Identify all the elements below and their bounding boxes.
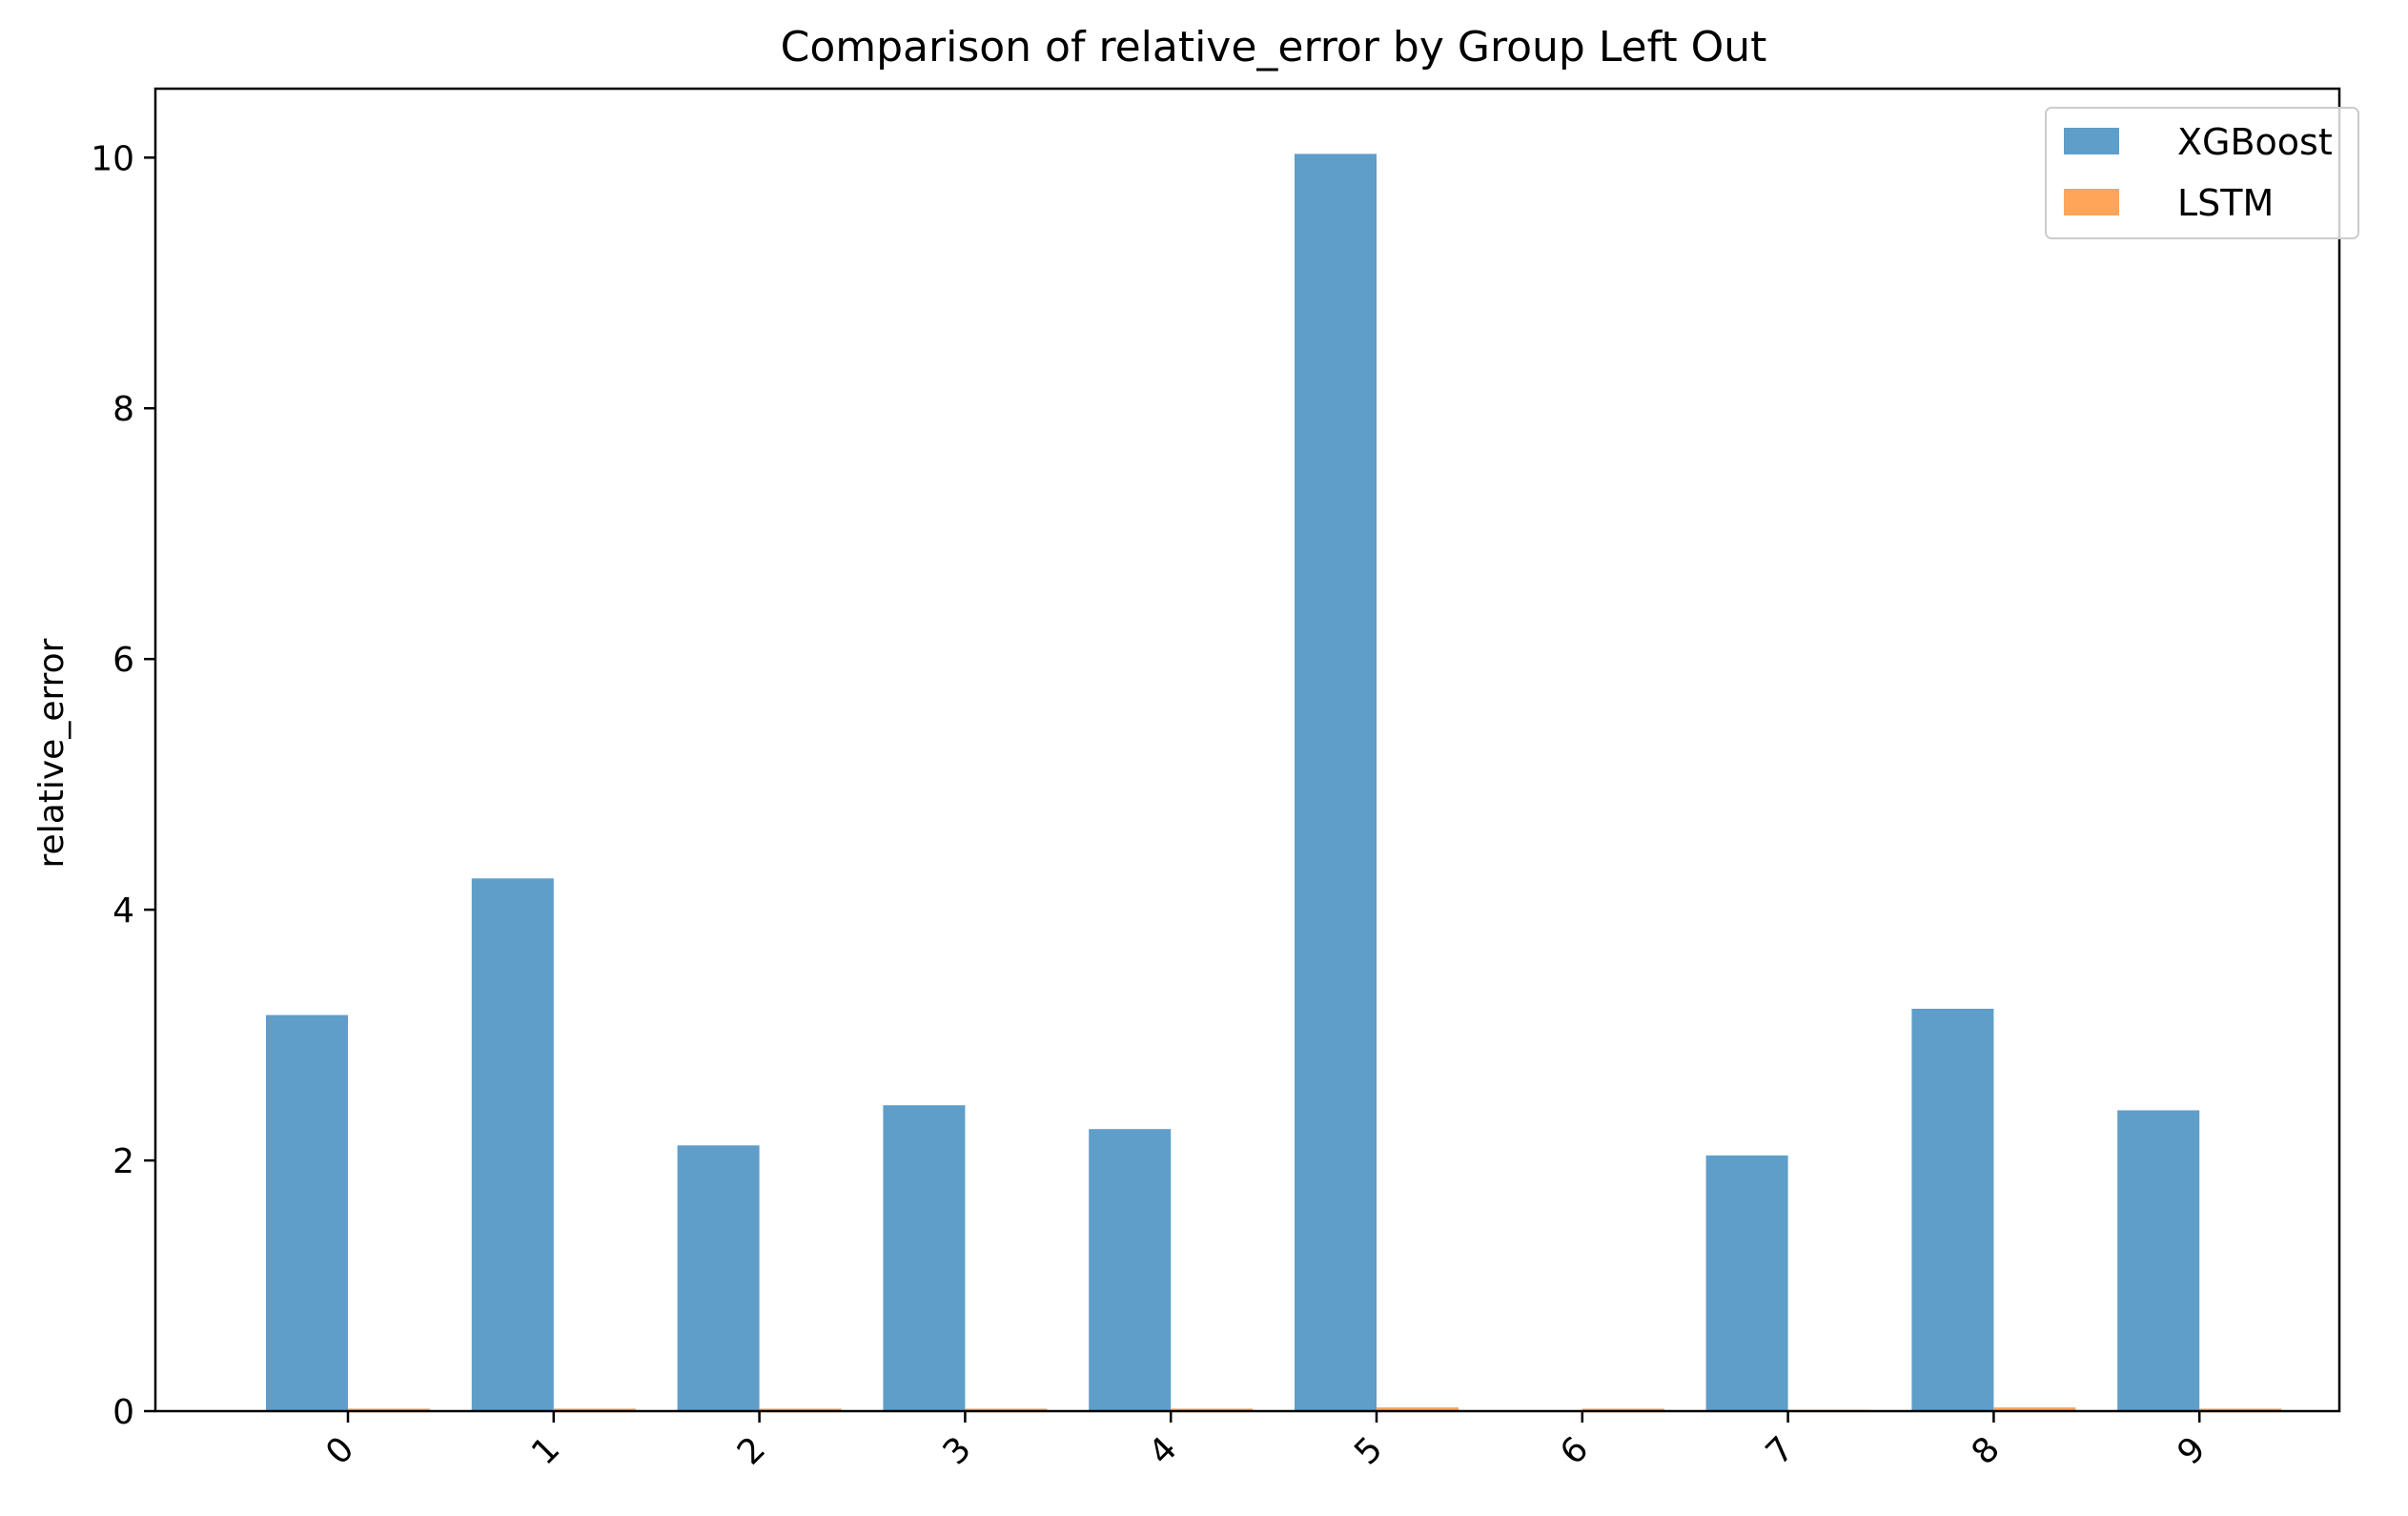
bar-lstm-8 xyxy=(1993,1407,2076,1411)
bar-lstm-1 xyxy=(553,1408,636,1411)
bar-xgboost-3 xyxy=(883,1105,966,1411)
bar-xgboost-0 xyxy=(266,1014,348,1411)
bar-xgboost-4 xyxy=(1089,1129,1172,1411)
bar-xgboost-5 xyxy=(1295,154,1377,1411)
bar-xgboost-1 xyxy=(471,878,554,1411)
bar-lstm-2 xyxy=(759,1408,842,1411)
bar-lstm-9 xyxy=(2199,1408,2282,1411)
bars-layer xyxy=(266,154,2282,1411)
y-tick-label: 0 xyxy=(112,1393,134,1432)
legend-box xyxy=(2045,107,2359,239)
bar-lstm-6 xyxy=(1582,1408,1664,1411)
bar-xgboost-9 xyxy=(2117,1110,2200,1411)
plot-area-frame xyxy=(153,87,2341,1413)
bar-lstm-3 xyxy=(965,1408,1048,1411)
legend-label-xgboost: XGBoost xyxy=(2177,121,2333,163)
y-tick-label: 4 xyxy=(112,891,134,931)
legend: XGBoost LSTM xyxy=(2045,107,2359,239)
bar-xgboost-7 xyxy=(1705,1155,1788,1411)
y-axis-label: relative_error xyxy=(32,638,71,868)
bar-lstm-4 xyxy=(1171,1408,1254,1411)
legend-swatch-lstm xyxy=(2064,189,2119,215)
y-axis-ticks: 0 2 4 6 8 10 xyxy=(91,139,155,1432)
bar-xgboost-8 xyxy=(1911,1009,1994,1411)
bar-xgboost-2 xyxy=(677,1145,760,1411)
chart-title: Comparison of relative_error by Group Le… xyxy=(781,23,1767,72)
y-tick-label: 6 xyxy=(112,641,134,680)
legend-label-lstm: LSTM xyxy=(2177,182,2274,224)
y-tick-label: 2 xyxy=(112,1142,134,1181)
bar-lstm-0 xyxy=(348,1408,430,1411)
legend-swatch-xgboost xyxy=(2064,128,2119,154)
bar-lstm-5 xyxy=(1377,1407,1459,1411)
y-tick-label: 10 xyxy=(91,139,134,178)
y-tick-label: 8 xyxy=(112,390,134,429)
